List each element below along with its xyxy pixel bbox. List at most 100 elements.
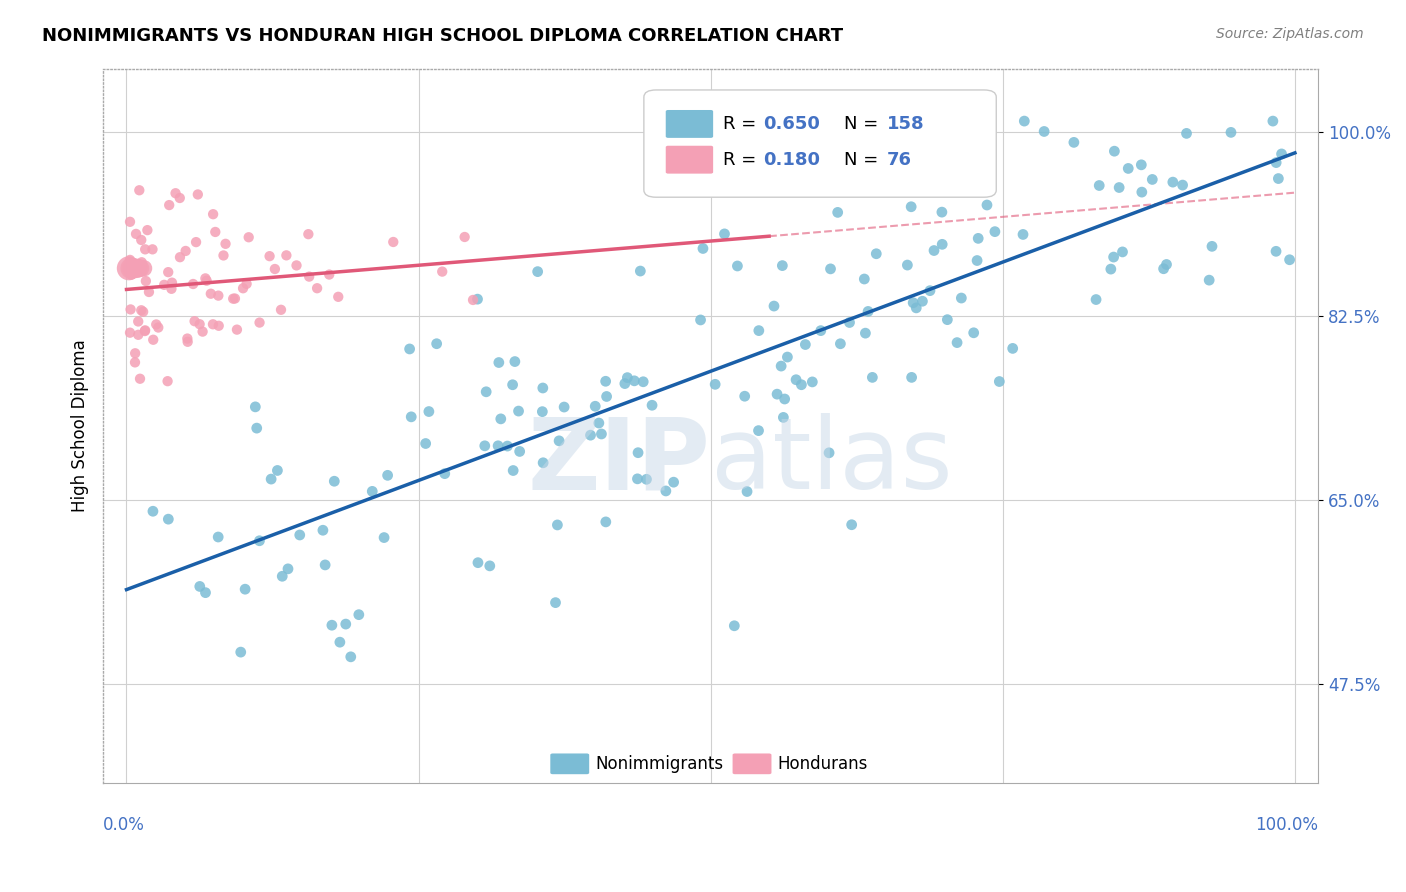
- Point: [132, 261, 155, 276]
- Nonimmigrants: [1104, 144, 1126, 158]
- Nonimmigrants: [628, 264, 651, 278]
- Hondurans: [318, 268, 340, 282]
- Nonimmigrants: [496, 439, 519, 453]
- Hondurans: [120, 302, 142, 317]
- Nonimmigrants: [988, 375, 1011, 389]
- FancyBboxPatch shape: [644, 90, 997, 197]
- Nonimmigrants: [631, 375, 654, 389]
- Nonimmigrants: [946, 335, 969, 350]
- Nonimmigrants: [762, 299, 785, 313]
- Text: 0.0%: 0.0%: [103, 815, 145, 834]
- Point: [118, 261, 141, 276]
- Hondurans: [214, 236, 236, 251]
- Nonimmigrants: [973, 122, 995, 136]
- Hondurans: [183, 314, 205, 328]
- Nonimmigrants: [1102, 250, 1125, 264]
- Nonimmigrants: [588, 416, 610, 430]
- Hondurans: [181, 277, 204, 291]
- Nonimmigrants: [1063, 136, 1085, 150]
- Hondurans: [124, 346, 146, 360]
- Nonimmigrants: [734, 389, 756, 403]
- Hondurans: [118, 252, 141, 267]
- Nonimmigrants: [475, 384, 498, 399]
- Nonimmigrants: [905, 301, 928, 315]
- Nonimmigrants: [790, 377, 813, 392]
- Nonimmigrants: [1153, 261, 1175, 276]
- Nonimmigrants: [467, 556, 489, 570]
- Nonimmigrants: [641, 398, 664, 412]
- Nonimmigrants: [626, 472, 648, 486]
- Hondurans: [148, 320, 170, 334]
- Nonimmigrants: [579, 428, 602, 442]
- Nonimmigrants: [936, 312, 959, 326]
- Hondurans: [118, 215, 141, 229]
- Hondurans: [132, 304, 155, 318]
- Text: N =: N =: [845, 115, 879, 133]
- Nonimmigrants: [418, 404, 440, 418]
- Hondurans: [191, 325, 214, 339]
- Nonimmigrants: [918, 284, 941, 298]
- Nonimmigrants: [853, 272, 876, 286]
- Nonimmigrants: [314, 558, 336, 572]
- Nonimmigrants: [1099, 262, 1122, 277]
- Text: 158: 158: [887, 115, 925, 133]
- Point: [122, 261, 145, 276]
- Nonimmigrants: [339, 649, 361, 664]
- Nonimmigrants: [613, 376, 636, 391]
- Hondurans: [127, 314, 149, 328]
- Nonimmigrants: [1261, 114, 1284, 128]
- Nonimmigrants: [373, 531, 395, 545]
- Hondurans: [127, 327, 149, 342]
- Hondurans: [259, 249, 281, 263]
- Hondurans: [169, 250, 191, 264]
- Nonimmigrants: [1161, 175, 1184, 189]
- Nonimmigrants: [623, 374, 645, 388]
- Hondurans: [125, 227, 148, 241]
- Nonimmigrants: [1265, 244, 1288, 259]
- Nonimmigrants: [548, 434, 571, 448]
- Nonimmigrants: [474, 439, 496, 453]
- Nonimmigrants: [984, 225, 1007, 239]
- Hondurans: [297, 227, 319, 242]
- Nonimmigrants: [531, 381, 554, 395]
- Nonimmigrants: [271, 569, 294, 583]
- Nonimmigrants: [692, 242, 714, 256]
- Nonimmigrants: [478, 558, 501, 573]
- FancyBboxPatch shape: [666, 145, 713, 174]
- Hondurans: [453, 230, 475, 244]
- Text: atlas: atlas: [710, 413, 952, 510]
- Nonimmigrants: [433, 467, 456, 481]
- Nonimmigrants: [595, 374, 617, 388]
- Nonimmigrants: [827, 205, 849, 219]
- Nonimmigrants: [830, 336, 852, 351]
- Nonimmigrants: [966, 253, 988, 268]
- Hondurans: [195, 274, 218, 288]
- Hondurans: [298, 269, 321, 284]
- Point: [129, 261, 152, 276]
- Nonimmigrants: [841, 517, 863, 532]
- Hondurans: [276, 248, 298, 262]
- Hondurans: [157, 265, 180, 279]
- Hondurans: [134, 323, 156, 337]
- Nonimmigrants: [725, 259, 748, 273]
- Nonimmigrants: [531, 404, 554, 418]
- Hondurans: [184, 235, 207, 249]
- Hondurans: [200, 286, 222, 301]
- Nonimmigrants: [1130, 185, 1153, 199]
- Hondurans: [157, 198, 180, 212]
- Nonimmigrants: [818, 446, 841, 460]
- Nonimmigrants: [773, 392, 796, 406]
- Nonimmigrants: [1130, 158, 1153, 172]
- Nonimmigrants: [207, 530, 229, 544]
- Nonimmigrants: [838, 316, 860, 330]
- Nonimmigrants: [142, 504, 165, 518]
- Nonimmigrants: [260, 472, 283, 486]
- FancyBboxPatch shape: [666, 110, 713, 138]
- Hondurans: [461, 293, 484, 307]
- Nonimmigrants: [553, 400, 575, 414]
- Point: [127, 261, 149, 276]
- Nonimmigrants: [399, 409, 422, 424]
- Nonimmigrants: [1156, 257, 1178, 271]
- Hondurans: [136, 223, 159, 237]
- Nonimmigrants: [770, 259, 793, 273]
